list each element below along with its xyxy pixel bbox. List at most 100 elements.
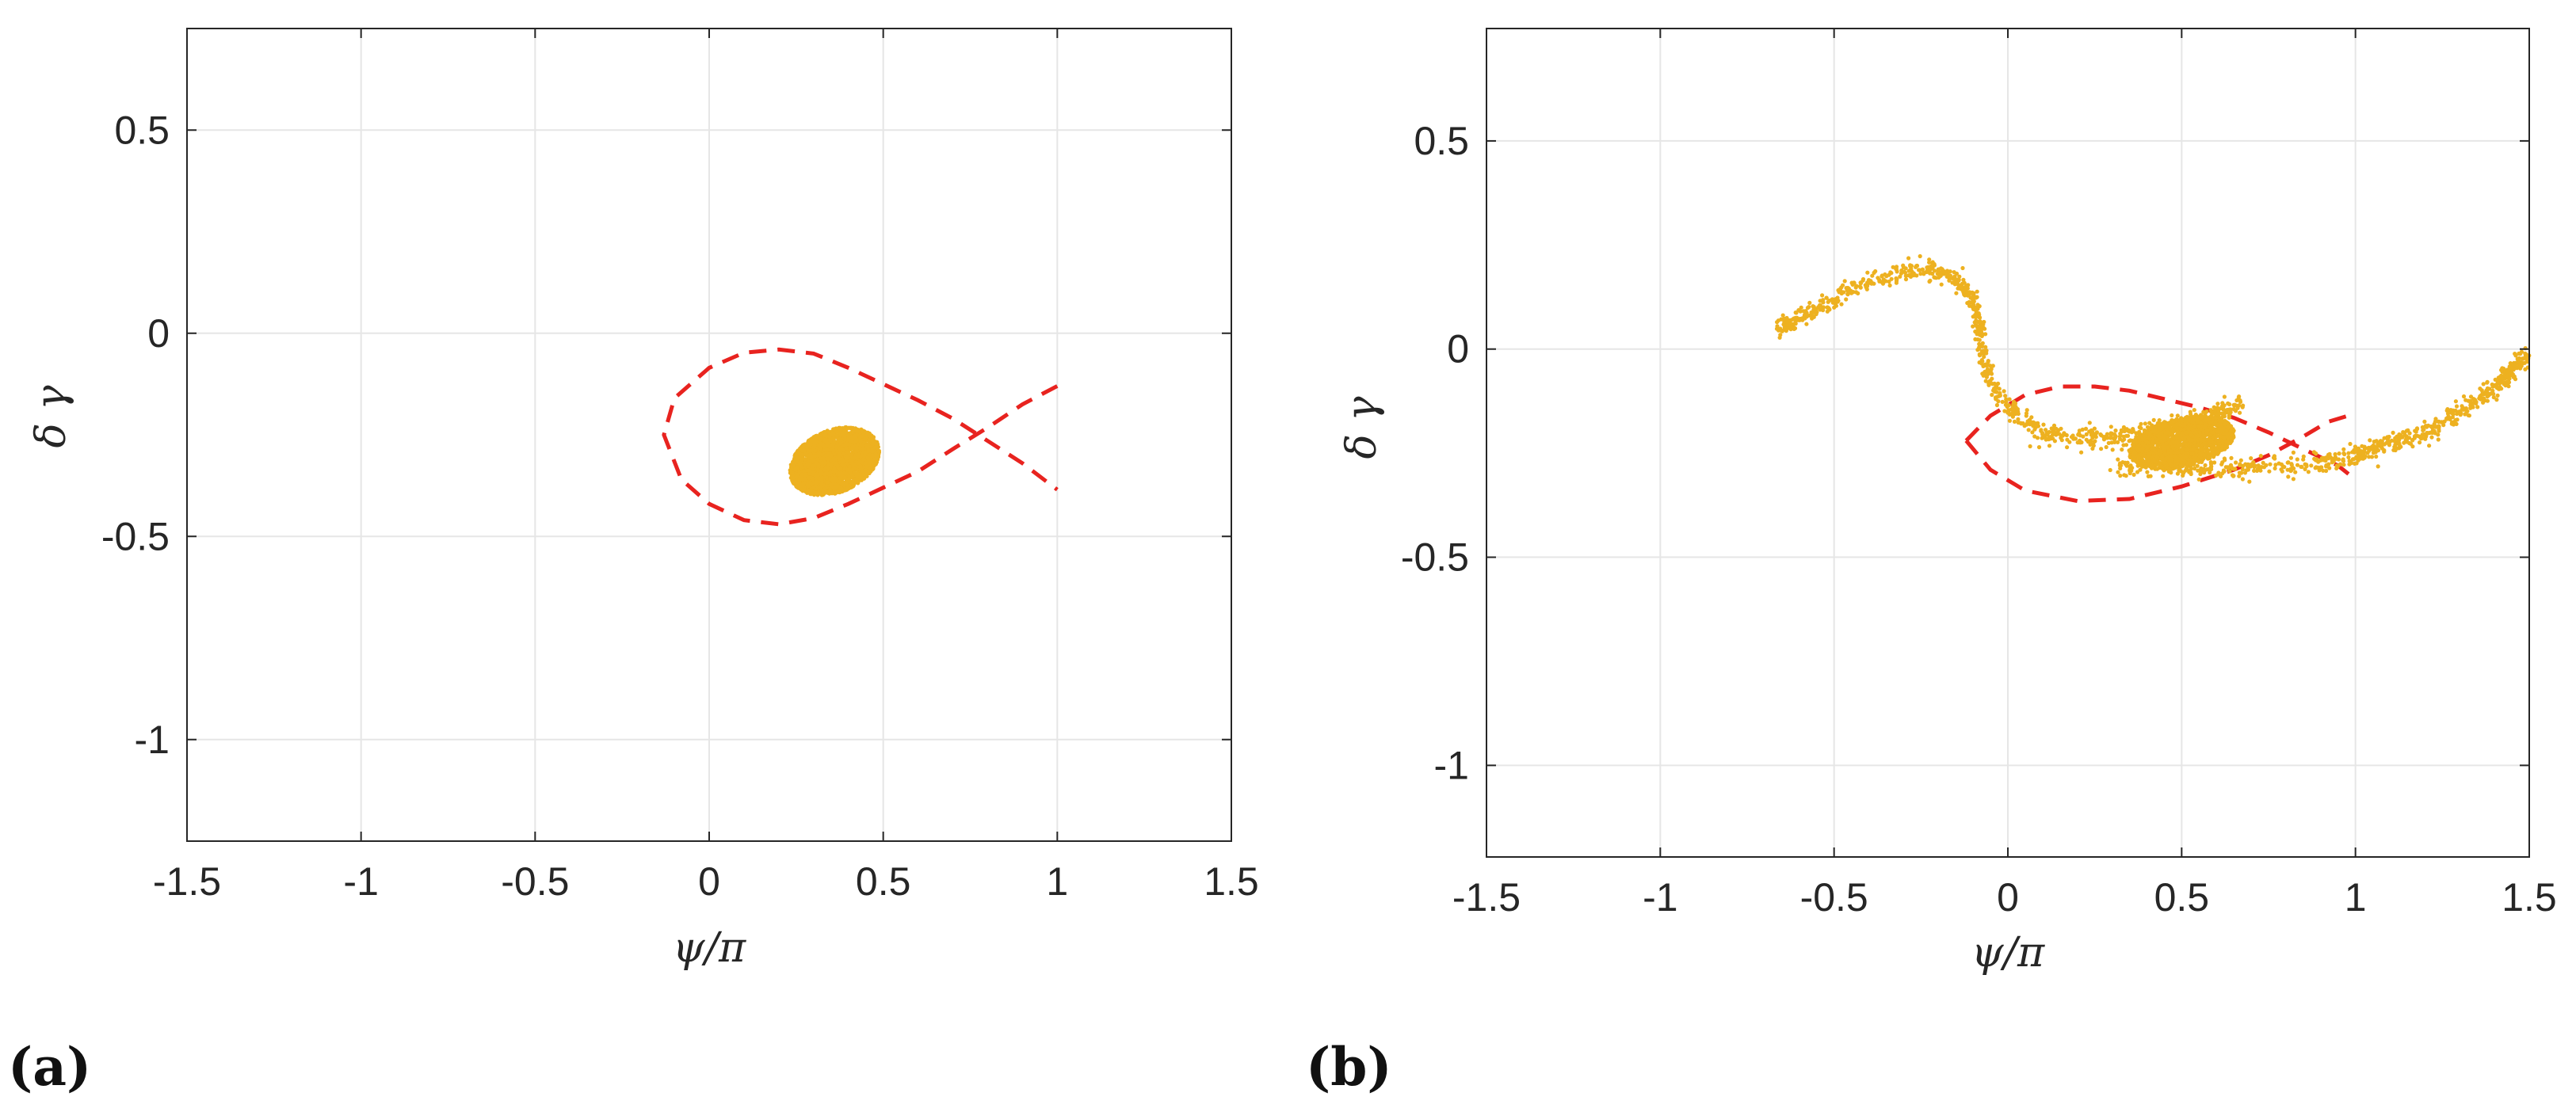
particle-point <box>1792 322 1797 326</box>
particle-point <box>2070 433 2075 438</box>
particle-point <box>1927 257 1932 262</box>
particle-point <box>2223 465 2228 470</box>
particle-point <box>2321 468 2326 473</box>
particle-point <box>1938 273 1943 278</box>
particle-point <box>2077 431 2082 436</box>
particle-point <box>2318 458 2323 463</box>
particle-point <box>1908 263 1913 268</box>
particle-point <box>2010 405 2015 409</box>
particle-point <box>2099 447 2104 451</box>
particle-point <box>820 471 825 476</box>
particle-point <box>849 453 853 458</box>
particle-point <box>1826 299 1830 304</box>
particle-point <box>2151 417 2156 423</box>
particle-point <box>1957 274 1962 279</box>
particle-point <box>826 456 830 461</box>
particle-point <box>827 434 832 439</box>
particle-point <box>2105 432 2109 436</box>
particle-point <box>845 467 849 472</box>
particle-point <box>809 448 814 453</box>
particle-point <box>2227 413 2231 418</box>
particle-point <box>2161 474 2166 478</box>
particle-point <box>1967 299 1971 305</box>
particle-point <box>2494 384 2499 389</box>
particle-point <box>2212 460 2217 465</box>
particle-point <box>2196 468 2200 473</box>
particle-point <box>2101 435 2106 440</box>
particle-point <box>1950 276 1955 280</box>
particle-point <box>1887 283 1892 288</box>
particle-point <box>2418 440 2422 445</box>
particle-point <box>1811 304 1816 309</box>
particle-point <box>1932 275 1937 280</box>
particle-point <box>2028 444 2032 449</box>
particle-point <box>2139 426 2143 431</box>
particle-point <box>2441 423 2446 428</box>
panel-a-xtick-label: 0 <box>698 859 720 904</box>
particle-point <box>852 466 857 470</box>
particle-point <box>1977 341 1982 346</box>
particle-point <box>1975 303 1980 307</box>
particle-point <box>2234 460 2238 465</box>
particle-point <box>2412 434 2418 439</box>
particle-point <box>2122 473 2127 478</box>
particle-point <box>2398 444 2402 448</box>
particle-point <box>2032 427 2037 432</box>
particle-point <box>807 462 811 467</box>
particle-point <box>2013 401 2018 406</box>
particle-point <box>2131 472 2136 478</box>
particle-point <box>2276 461 2281 466</box>
particle-point <box>2478 387 2483 391</box>
particle-point <box>2446 414 2451 419</box>
particle-point <box>1833 302 1838 307</box>
particle-point <box>829 454 834 459</box>
particle-point <box>2286 474 2291 479</box>
particle-point <box>2170 413 2174 418</box>
particle-point <box>2463 412 2467 417</box>
particle-point <box>829 482 834 487</box>
particle-point <box>1827 307 1832 312</box>
particle-point <box>833 485 838 489</box>
particle-point <box>1784 315 1789 321</box>
particle-point <box>1858 285 1863 290</box>
particle-point <box>838 427 844 432</box>
particle-point <box>1986 372 1990 377</box>
particle-point <box>861 428 866 433</box>
particle-point <box>1778 326 1783 331</box>
particle-point <box>834 433 840 438</box>
particle-point <box>1796 317 1800 322</box>
particle-point <box>866 448 871 453</box>
particle-point <box>841 470 846 475</box>
particle-point <box>802 457 807 462</box>
particle-point <box>838 476 843 481</box>
particle-point <box>1811 314 1816 319</box>
particle-point <box>2391 430 2395 436</box>
particle-point <box>2258 454 2263 459</box>
particle-point <box>1824 295 1829 300</box>
particle-point <box>873 456 878 462</box>
particle-point <box>849 474 854 478</box>
particle-point <box>867 462 872 467</box>
particle-point <box>2242 470 2248 475</box>
particle-point <box>2109 440 2114 445</box>
particle-point <box>1983 362 1988 367</box>
particle-point <box>2482 397 2486 402</box>
particle-point <box>2222 411 2227 416</box>
particle-point <box>2203 463 2208 468</box>
particle-point <box>799 482 803 487</box>
particle-point <box>2007 397 2012 402</box>
particle-point <box>838 489 842 495</box>
particle-point <box>1818 299 1822 303</box>
particle-point <box>2007 418 2012 423</box>
particle-point <box>2202 470 2207 475</box>
panel-a-y-axis-label: δ γ <box>28 385 75 448</box>
particle-point <box>2356 458 2360 463</box>
particle-point <box>1803 312 1807 317</box>
particle-point <box>859 434 864 439</box>
panel-a-xtick-label: 1 <box>1046 859 1068 904</box>
particle-point <box>797 469 802 474</box>
particle-point <box>821 443 826 448</box>
particle-point <box>2357 453 2362 458</box>
particle-point <box>1932 261 1937 267</box>
particle-point <box>848 470 853 475</box>
